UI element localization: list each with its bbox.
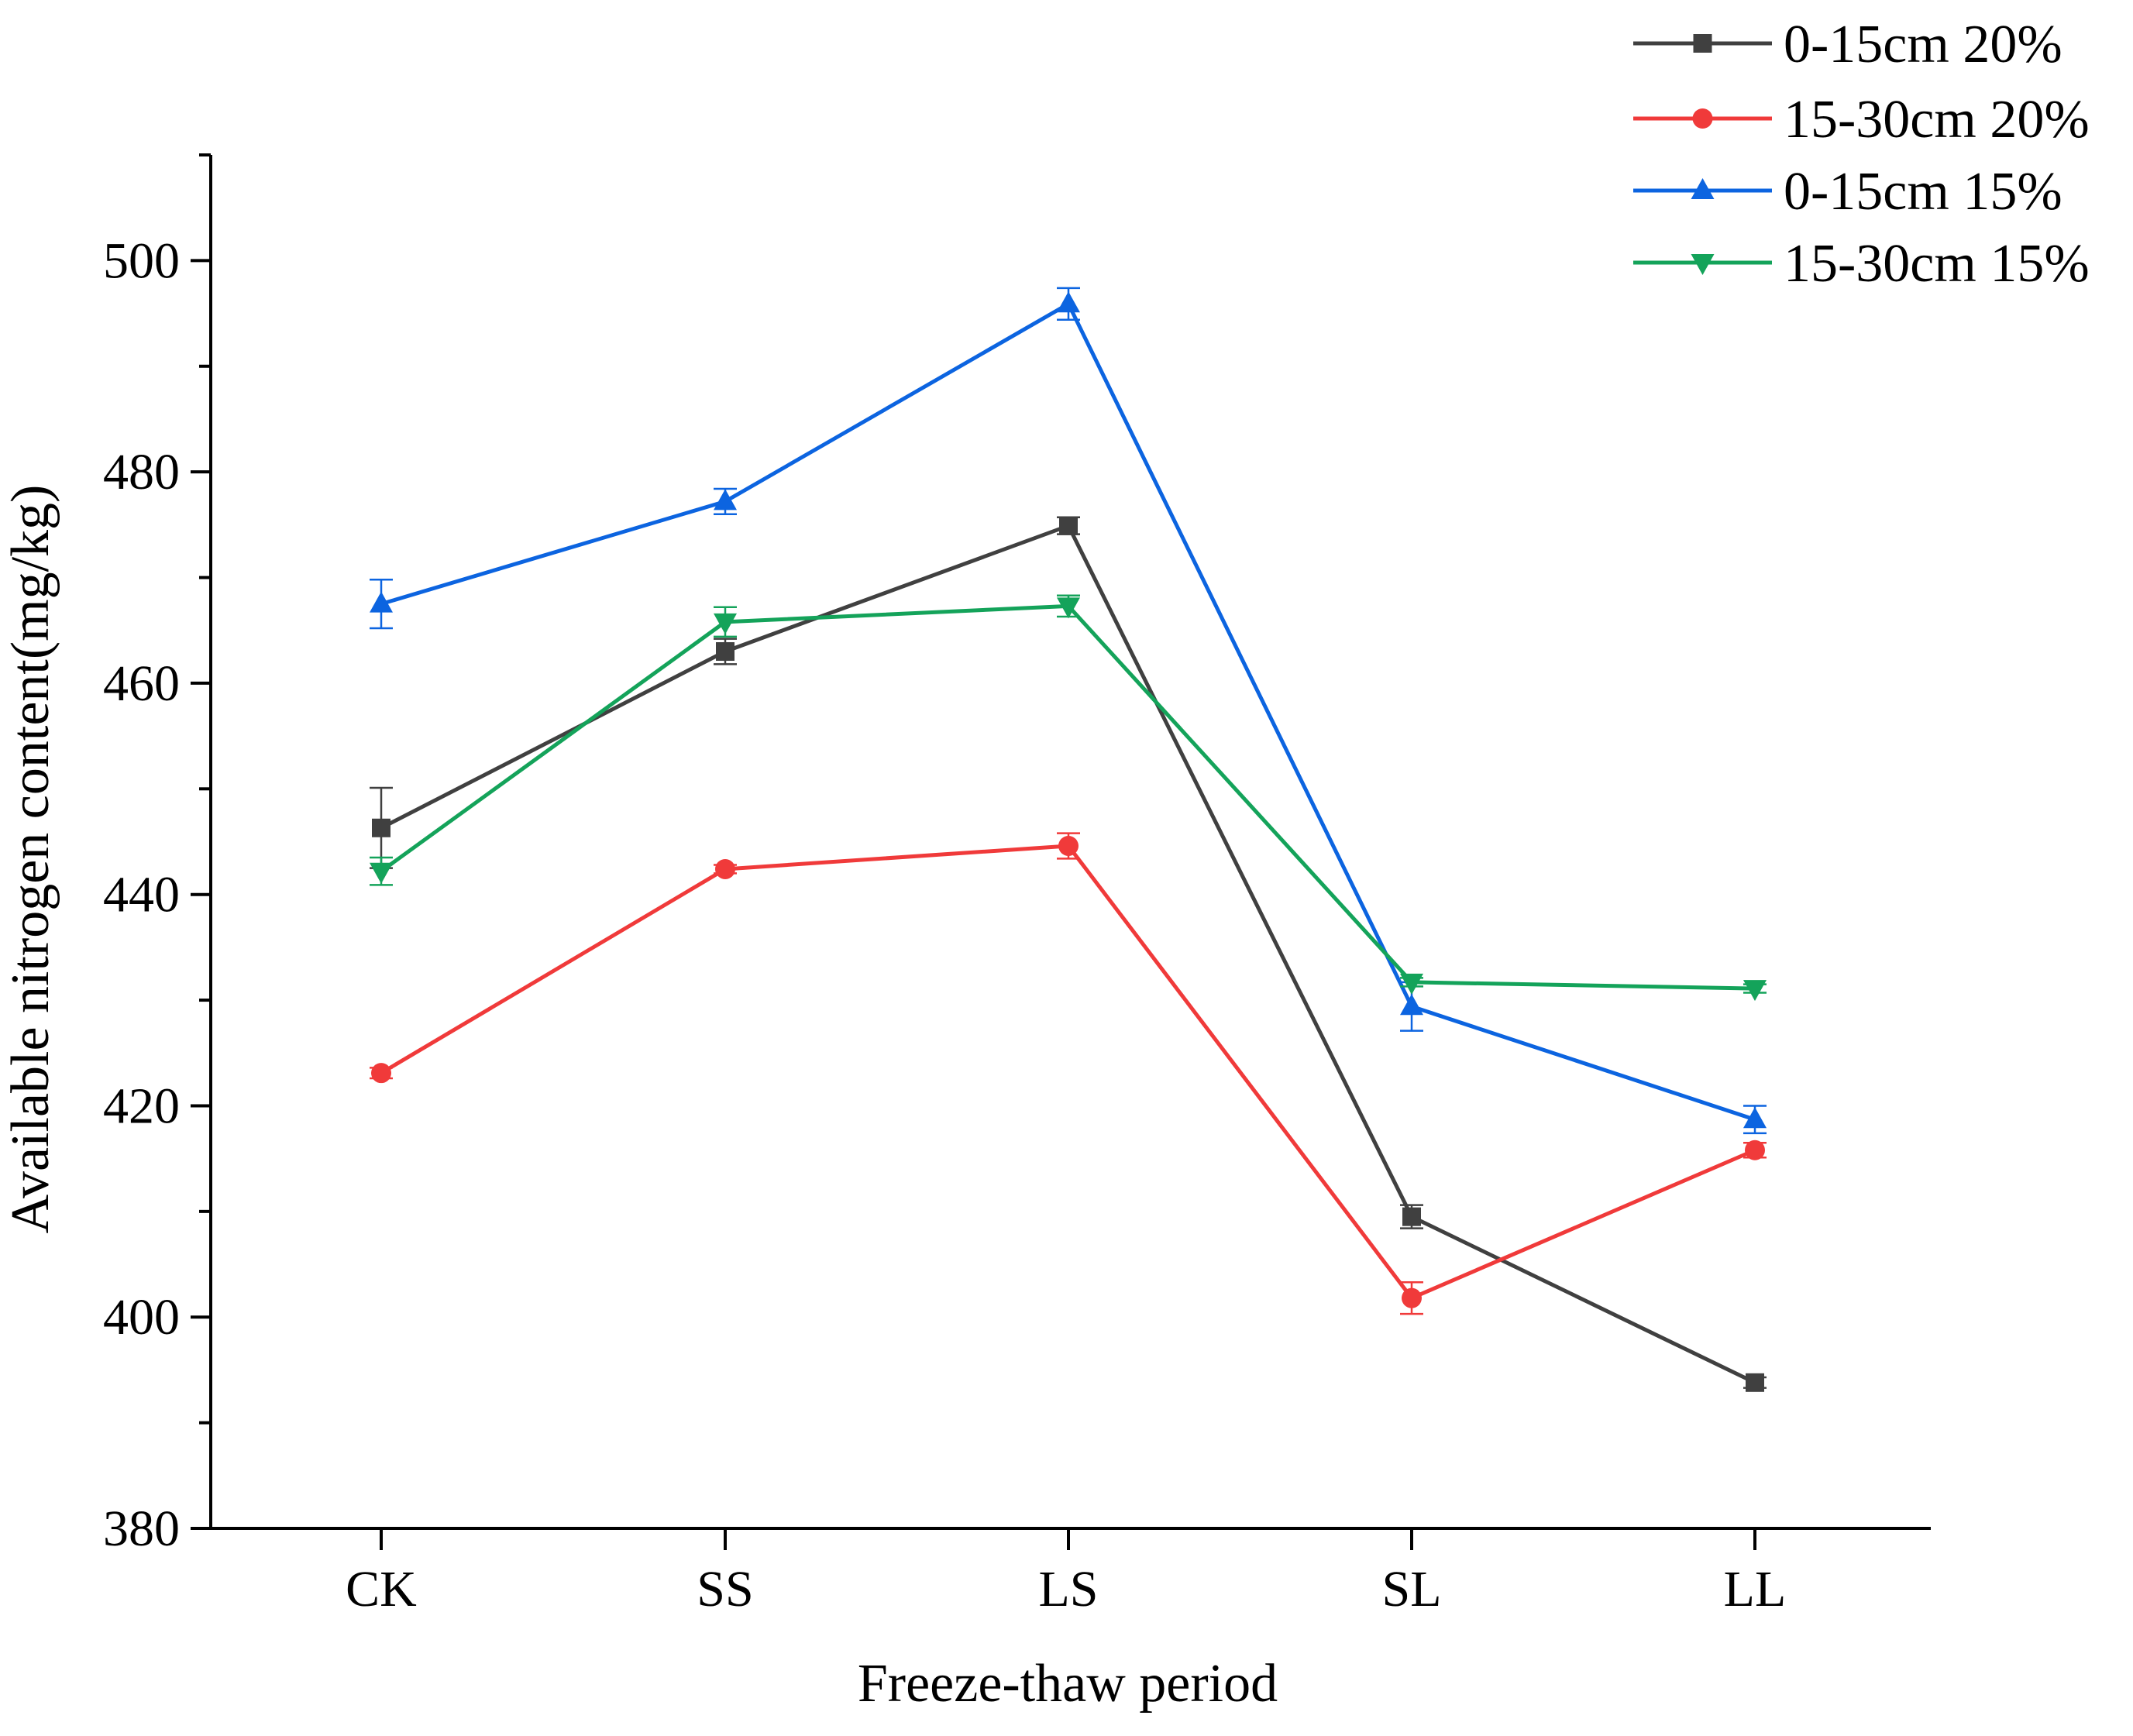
data-point-ss [715, 858, 735, 879]
plot-area [370, 287, 1767, 1392]
data-point-ck [370, 591, 393, 613]
data-point-ls [1057, 597, 1080, 619]
y-tick-label: 440 [103, 867, 180, 923]
legend-item-2: 15-30cm 20% [1633, 90, 2090, 150]
data-point-ls [1058, 835, 1079, 856]
data-point-ss [714, 489, 737, 510]
data-point-ll [1746, 1373, 1764, 1392]
series-line [380, 603, 1756, 991]
series-2 [370, 832, 1767, 1315]
legend-item-1: 0-15cm 20% [1633, 15, 2062, 74]
data-point-ss [716, 642, 735, 662]
legend-label: 15-30cm 20% [1784, 90, 2090, 150]
legend-swatch-marker [1693, 34, 1712, 53]
x-tick-label-ls: LS [1038, 1561, 1098, 1617]
y-tick-label: 420 [103, 1078, 180, 1134]
x-tick-label-ss: SS [697, 1561, 753, 1617]
legend-label: 15-30cm 15% [1784, 234, 2090, 294]
x-tick-label-sl: SL [1381, 1561, 1441, 1617]
data-point-ck [370, 862, 393, 884]
legend-swatch-marker [1691, 254, 1715, 275]
y-tick-label: 460 [103, 655, 180, 712]
series-3 [370, 287, 1767, 1135]
data-point-ls [1059, 516, 1078, 535]
data-point-ss [714, 613, 737, 634]
data-point-ll [1743, 1107, 1767, 1129]
series-line [380, 524, 1756, 1385]
y-tick-label: 400 [103, 1289, 180, 1346]
x-axis-title: Freeze-thaw period [858, 1654, 1278, 1714]
data-point-ls [1057, 291, 1080, 313]
series-line [380, 301, 1756, 1122]
y-tick-label: 480 [103, 444, 180, 500]
data-point-sl [1402, 1287, 1422, 1308]
legend-item-4: 15-30cm 15% [1633, 234, 2090, 294]
series-1 [370, 516, 1767, 1392]
legend-swatch-marker [1692, 108, 1713, 129]
data-point-sl [1400, 973, 1423, 995]
y-tick-label: 380 [103, 1501, 180, 1557]
x-tick-label-ll: LL [1724, 1561, 1787, 1617]
data-point-sl [1400, 994, 1423, 1016]
data-point-sl [1402, 1207, 1421, 1226]
legend: 0-15cm 20% 15-30cm 20% 0-15cm 15% 15-30cm 1… [1633, 15, 2090, 294]
legend-item-3: 0-15cm 15% [1633, 162, 2062, 222]
legend-swatch-marker [1691, 178, 1715, 199]
data-point-ck [371, 1063, 391, 1084]
x-tick-label-ck: CK [346, 1561, 417, 1617]
data-point-ll [1745, 1140, 1765, 1160]
legend-label: 0-15cm 15% [1784, 162, 2062, 222]
series-line [380, 844, 1756, 1301]
data-point-ck [372, 818, 390, 837]
series-4 [370, 594, 1767, 1002]
axes: 380 400 420 440 460 480 500 CK SS LS SL LL [103, 153, 1931, 1617]
y-axis-title: Available nitrogen content(mg/kg) [1, 485, 60, 1234]
legend-label: 0-15cm 20% [1784, 15, 2062, 74]
data-point-ll [1743, 980, 1767, 1002]
y-tick-label: 500 [103, 232, 180, 289]
